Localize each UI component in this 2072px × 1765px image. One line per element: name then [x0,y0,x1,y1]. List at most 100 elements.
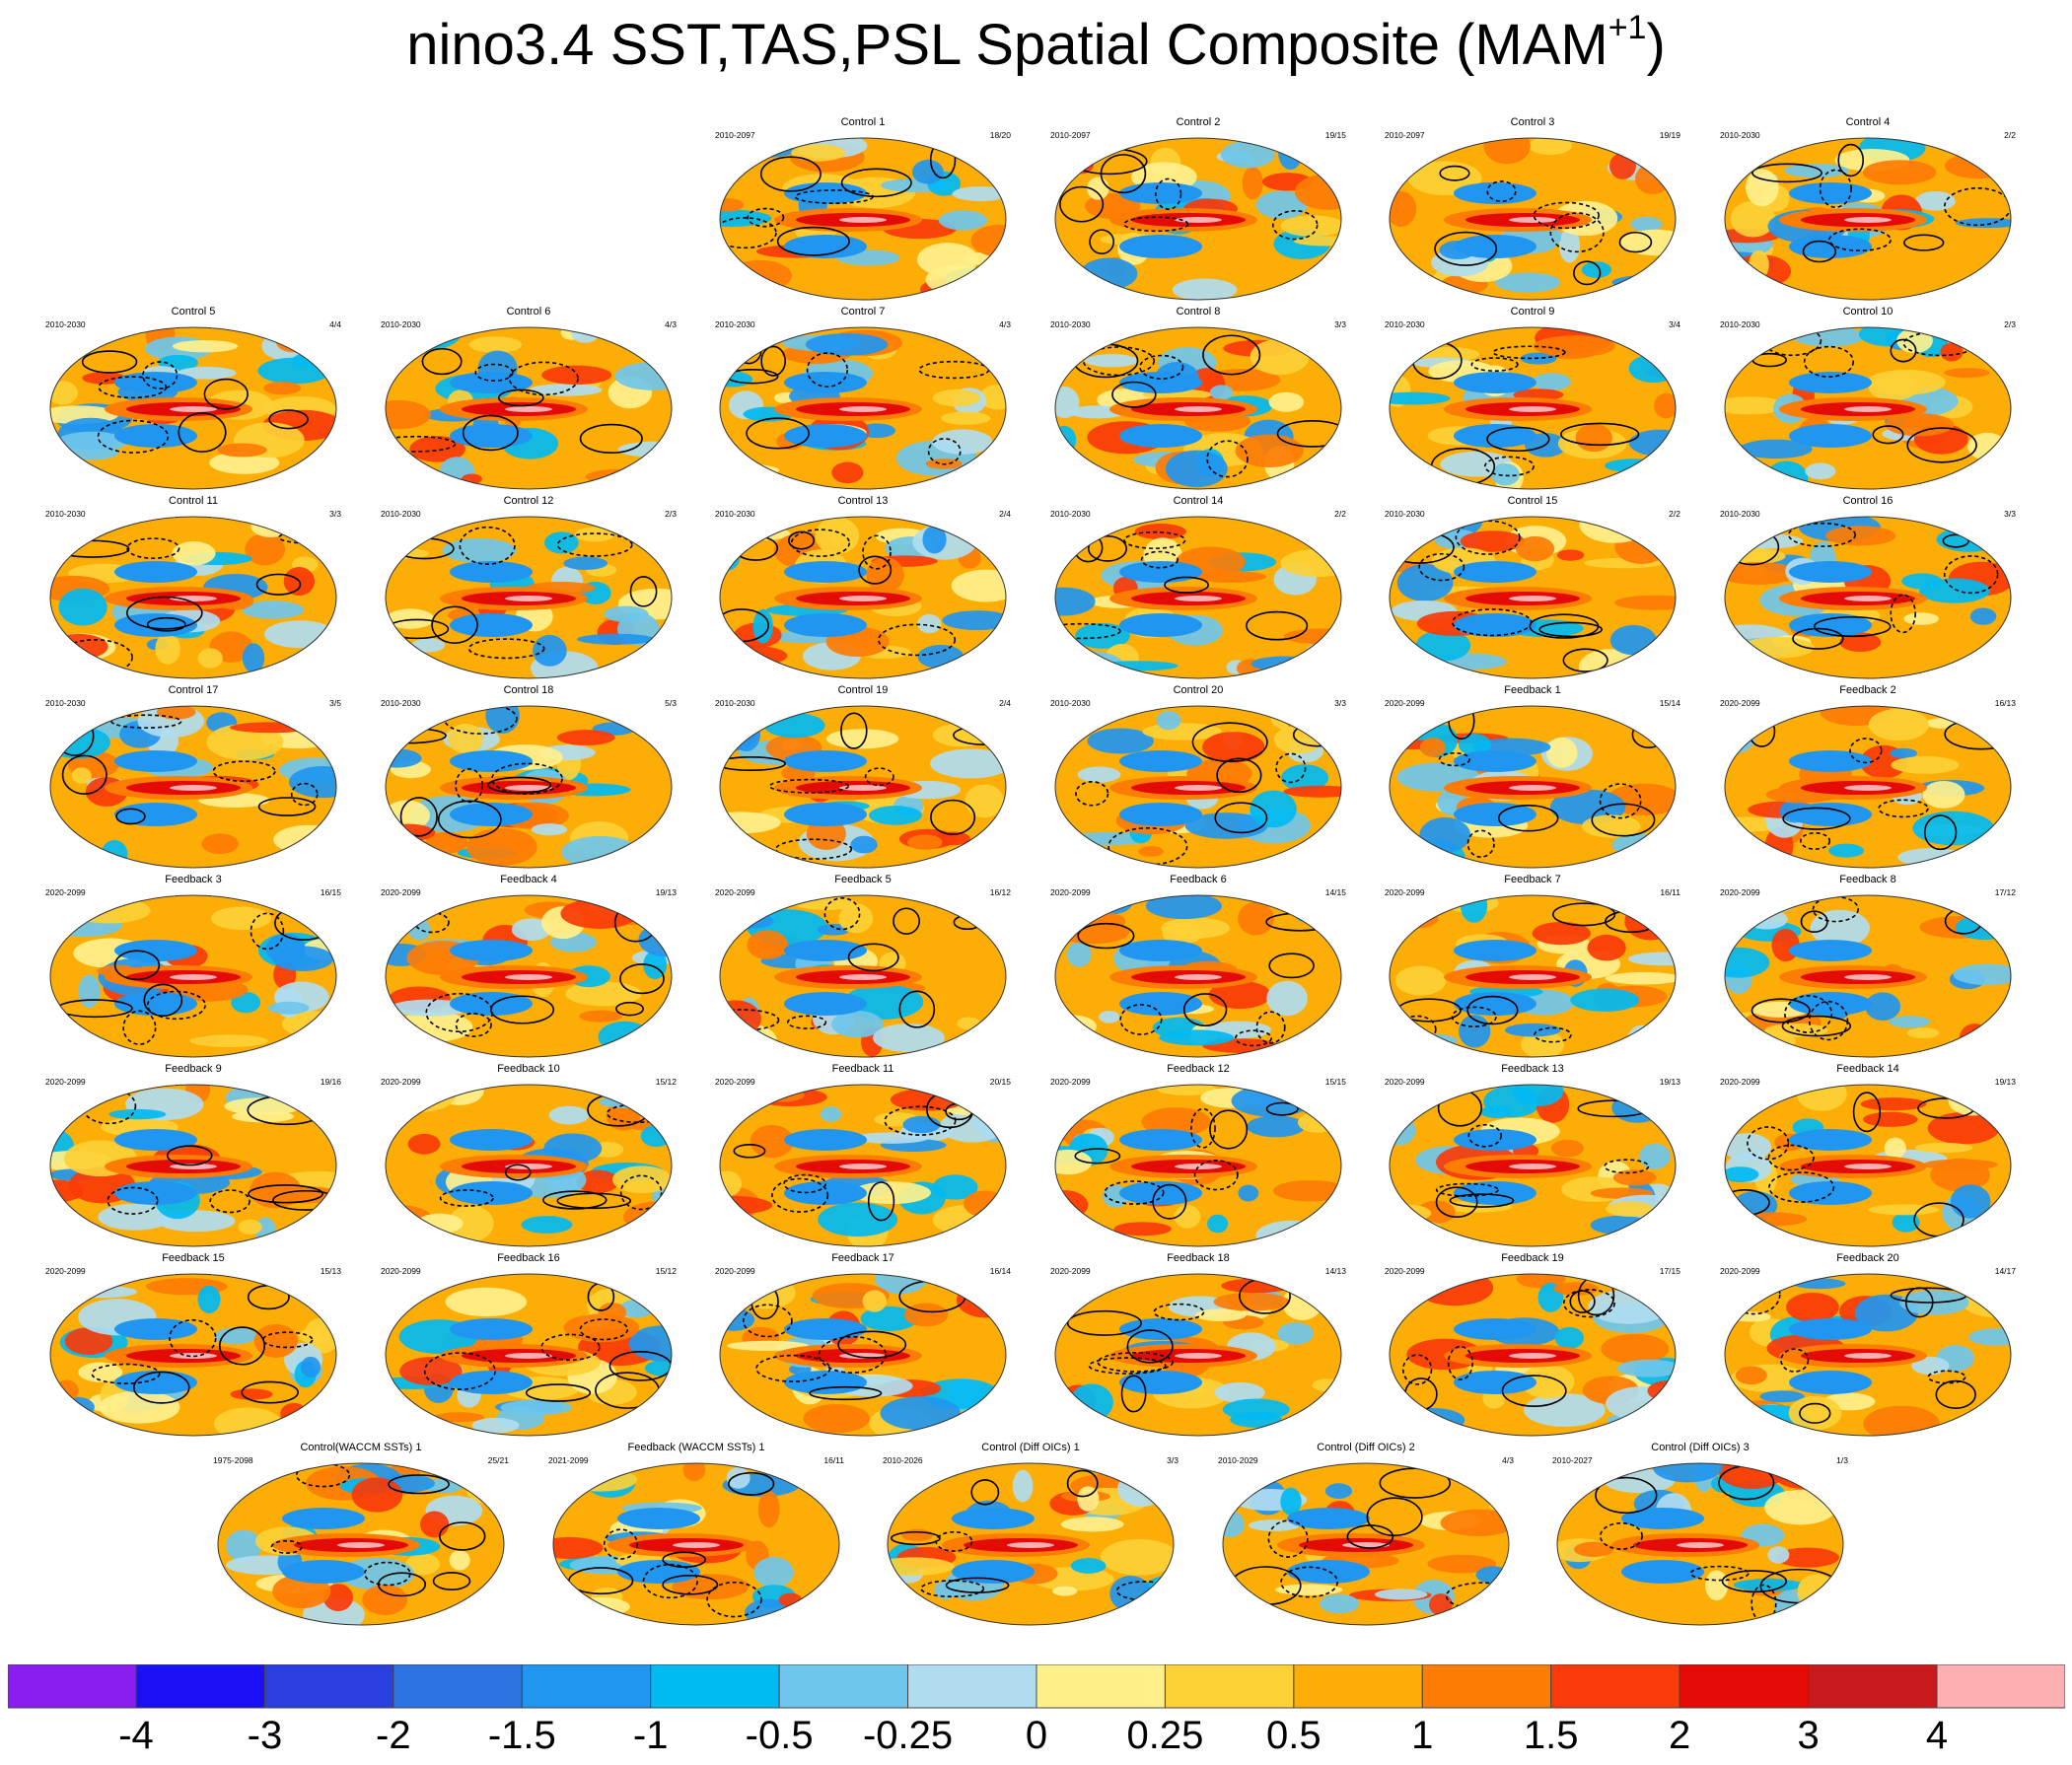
anomaly-blob [1247,1115,1306,1138]
anomaly-blob [902,1115,941,1134]
anomaly-blob [50,1211,80,1246]
psl-contour [1435,1186,1478,1218]
psl-contour [1190,1107,1216,1149]
anomaly-blob [197,648,223,669]
anomaly-blob [1749,249,1769,280]
anomaly-blob [1764,1489,1837,1525]
panel-title: Feedback 16 [497,1252,560,1264]
cold-anomaly-south [114,992,197,1016]
map-panel: Feedback 1 2020-2099 15/14 [1385,684,1680,869]
anomaly-blob [644,1360,672,1377]
psl-contour [619,963,665,995]
cold-anomaly-south [1119,1181,1202,1205]
map-svg [49,326,337,490]
anomaly-blob [210,906,271,931]
anomaly-blob [1639,1143,1671,1169]
anomaly-blob [1275,1584,1343,1595]
psl-contour [1808,1000,1849,1041]
anomaly-blob [1080,257,1138,290]
anomaly-blob [1394,1033,1458,1048]
map-svg [719,894,1007,1058]
anomaly-blob [1903,612,1940,625]
psl-contour [1799,1402,1831,1424]
panel-years: 2020-2099 [381,1077,421,1087]
cold-anomaly-south [1789,992,1872,1016]
cold-anomaly-south [1454,235,1536,258]
map-outline [887,1462,1175,1626]
anomaly-blob [1868,708,1929,741]
cold-anomaly-south [617,1560,700,1584]
anomaly-blob [720,198,745,212]
psl-contour [1123,216,1189,233]
psl-contour [209,1189,250,1214]
anomaly-blob [189,1034,268,1047]
map-panel: Control 1 2010-2097 18/20 [715,116,1011,301]
cold-anomaly-north [1454,940,1536,961]
anomaly-blob [1733,533,1804,549]
map-outline [719,1273,1007,1437]
panel-counts: 4/3 [999,319,1011,329]
anomaly-blob [752,608,773,644]
psl-contour [1087,534,1128,562]
anomaly-blob [843,984,924,1020]
psl-contour [1483,456,1535,477]
psl-contour [1837,143,1865,177]
panel-title: Feedback 15 [162,1252,225,1264]
map-svg [1054,326,1342,490]
anomaly-blob [860,1306,918,1331]
anomaly-blob [242,643,265,673]
psl-contour [837,1330,907,1359]
map-svg [385,1084,673,1247]
cold-anomaly-south [450,803,533,826]
map-svg [385,894,673,1058]
psl-contour [920,1580,985,1598]
warm-tongue-peak [673,1542,720,1548]
anomaly-blob [1419,738,1446,757]
anomaly-blob [1077,766,1121,783]
map-panel: Feedback 18 2020-2099 14/13 [1050,1252,1346,1437]
anomaly-blob [1936,527,2002,552]
panel-counts: 16/14 [989,1266,1011,1276]
cold-anomaly-south [450,1371,533,1394]
psl-contour [930,799,976,835]
anomaly-blob [934,1581,958,1600]
cold-anomaly-south [1789,803,1872,826]
map-svg [49,1273,337,1437]
anomaly-blob [261,329,322,362]
anomaly-blob [952,186,1006,202]
anomaly-blob [1532,373,1571,391]
map-panel: Feedback 4 2020-2099 19/13 [381,874,677,1058]
anomaly-blob [99,1390,180,1424]
psl-contour [1193,1160,1239,1191]
panel-years: 2020-2099 [1385,1266,1425,1276]
psl-contour [1780,1348,1810,1373]
panel-years: 2020-2099 [1385,1077,1425,1087]
psl-contour [399,797,438,837]
anomaly-blob [172,339,239,353]
psl-contour [1573,260,1602,286]
panel-years: 2010-2030 [1385,509,1425,519]
anomaly-blob [805,333,889,356]
map-svg [1054,1273,1342,1437]
cold-anomaly-north [1119,182,1202,204]
cold-anomaly-south [1789,613,1872,637]
anomaly-blob [1055,707,1079,723]
map-outline [719,705,1007,869]
psl-contour [1852,1092,1882,1133]
anomaly-blob [1231,1085,1313,1117]
psl-contour [787,1015,827,1029]
panel-years: 2010-2030 [381,319,421,329]
panel-title: Control (Diff OICs) 3 [1651,1442,1750,1453]
anomaly-blob [1427,1554,1497,1574]
anomaly-blob [1959,1024,1991,1054]
anomaly-blob [1100,1538,1174,1576]
panel-counts: 3/3 [1334,319,1346,329]
psl-contour [1216,757,1262,794]
anomaly-blob [1272,1179,1341,1202]
warm-tongue-peak [505,406,552,412]
psl-contour [1800,831,1831,850]
panel-counts: 3/4 [1669,319,1680,329]
panel-counts: 2/3 [2004,319,2016,329]
anomaly-blob [1897,847,1968,867]
psl-contour [662,1551,707,1569]
